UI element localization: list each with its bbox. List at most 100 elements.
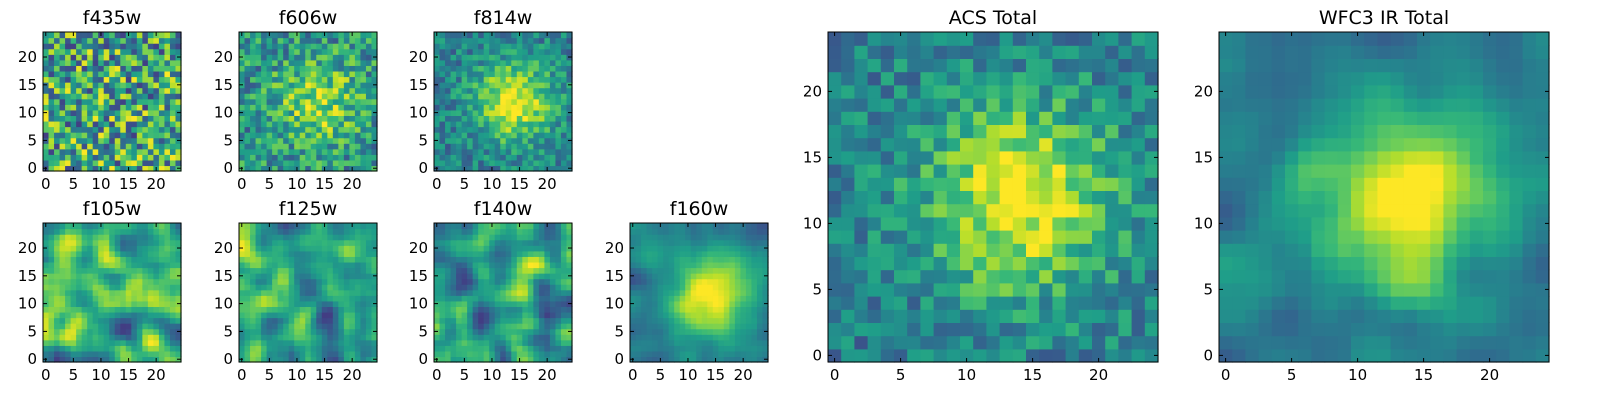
heatmap-cell (131, 59, 138, 66)
heatmap-cell (136, 54, 143, 61)
heatmap-cell (349, 306, 356, 313)
heatmap-cell (933, 230, 948, 244)
heatmap-cell (641, 339, 648, 346)
heatmap-cell (360, 356, 367, 363)
heatmap-cell (175, 87, 182, 94)
heatmap-cell (65, 289, 72, 296)
heatmap-cell (103, 273, 110, 280)
heatmap-cell (114, 104, 121, 111)
heatmap-cell (92, 300, 99, 307)
heatmap-cell (544, 311, 551, 319)
heatmap-cell (54, 334, 61, 341)
heatmap-cell (81, 148, 88, 155)
heatmap-cell (277, 132, 284, 139)
heatmap-cell (472, 245, 479, 252)
heatmap-cell (288, 126, 295, 133)
heatmap-cell (723, 300, 730, 307)
heatmap-cell (142, 345, 149, 352)
heatmap-cell (131, 284, 138, 291)
heatmap-cell (310, 295, 317, 302)
heatmap-cell (745, 311, 753, 319)
heatmap-cell (349, 159, 356, 167)
heatmap-cell (371, 154, 378, 161)
y-tick-label: 0 (418, 350, 428, 368)
heatmap-cell (175, 104, 182, 111)
heatmap-cell (920, 256, 935, 271)
heatmap-cell (109, 289, 116, 296)
heatmap-cell (349, 143, 356, 150)
heatmap-cell (332, 239, 339, 246)
heatmap-cell (70, 300, 77, 307)
heatmap-cell (98, 37, 105, 44)
heatmap-cell (272, 345, 279, 352)
heatmap-cell (360, 32, 367, 39)
heatmap-cell (76, 87, 83, 94)
heatmap-cell (467, 306, 474, 313)
heatmap-cell (54, 345, 61, 352)
heatmap-cell (538, 284, 545, 291)
heatmap-cell (500, 154, 507, 161)
heatmap-cell (349, 350, 356, 358)
heatmap-cell (65, 165, 72, 172)
heatmap-cell (461, 306, 468, 313)
heatmap-cell (114, 317, 121, 324)
heatmap-cell (349, 82, 356, 89)
heatmap-cell (544, 43, 551, 50)
heatmap-cell (549, 350, 557, 358)
heatmap-cell (544, 109, 551, 116)
heatmap-cell (522, 126, 529, 133)
heatmap-cell (338, 120, 345, 128)
heatmap-cell (445, 48, 452, 55)
heatmap-cell (494, 350, 501, 358)
heatmap-cell (272, 137, 279, 144)
heatmap-cell (321, 245, 328, 252)
heatmap-cell (500, 82, 507, 89)
heatmap-cell (527, 306, 534, 313)
heatmap-cell (147, 98, 154, 105)
x-tick-label: 0 (41, 366, 51, 384)
heatmap-cell (338, 300, 345, 307)
heatmap-cell (522, 48, 529, 55)
heatmap-cell (327, 223, 334, 230)
heatmap-cell (685, 323, 692, 330)
heatmap-cell (483, 306, 490, 313)
heatmap-cell (1131, 177, 1146, 191)
heatmap-cell (1092, 348, 1106, 363)
heatmap-cell (142, 132, 149, 139)
heatmap-cell (679, 278, 686, 285)
heatmap-cell (147, 48, 154, 55)
heatmap-cell (131, 339, 138, 346)
heatmap-cell (751, 323, 758, 330)
heatmap-cell (494, 223, 501, 230)
heatmap-cell (365, 345, 373, 352)
heatmap-cell (674, 273, 681, 280)
heatmap-cell (294, 261, 301, 269)
heatmap-cell (439, 323, 446, 330)
heatmap-cell (740, 317, 747, 324)
heatmap-cell (467, 115, 474, 122)
heatmap-cell (142, 317, 149, 324)
heatmap-cell (500, 120, 507, 128)
heatmap-cell (516, 48, 523, 55)
heatmap-cell (522, 137, 529, 144)
heatmap-cell (48, 154, 55, 161)
heatmap-cell (81, 267, 88, 274)
heatmap-cell (109, 148, 116, 155)
x-tick-label: 0 (237, 175, 247, 193)
heatmap-cell (255, 109, 262, 116)
heatmap-cell (854, 150, 869, 165)
y-tick-label: 0 (418, 159, 428, 177)
heatmap-cell (136, 311, 143, 319)
heatmap-cell (674, 345, 681, 352)
heatmap-cell (555, 228, 562, 235)
heatmap-cell (641, 273, 648, 280)
heatmap-cell (483, 311, 490, 319)
heatmap-cell (745, 300, 753, 307)
heatmap-cell (439, 261, 446, 269)
heatmap-cell (338, 137, 345, 144)
heatmap-cell (120, 120, 127, 128)
heatmap-cell (505, 261, 512, 269)
heatmap-cell (456, 300, 463, 307)
heatmap-cell (277, 334, 284, 341)
